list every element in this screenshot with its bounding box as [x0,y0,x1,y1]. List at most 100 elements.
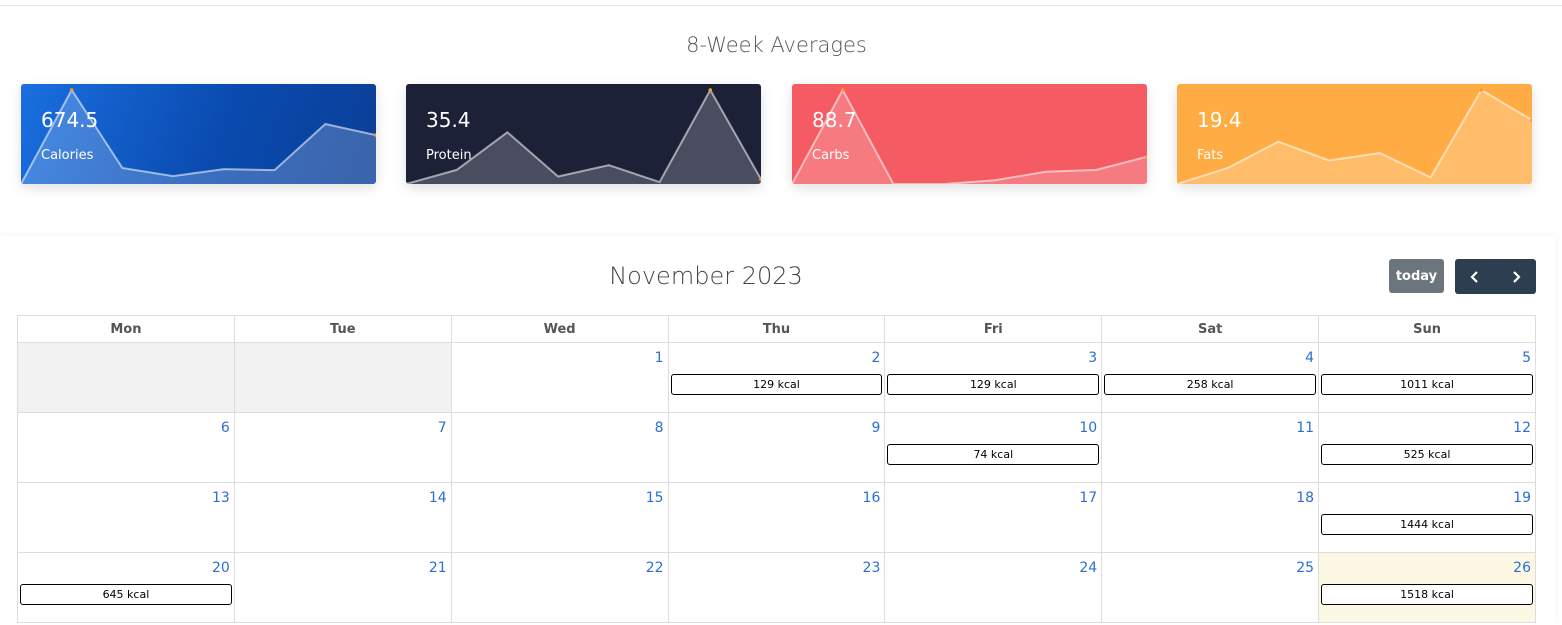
sparkline-point [21,182,23,184]
day-number[interactable]: 24 [1079,560,1098,576]
day-number[interactable]: 7 [437,420,447,436]
weekday-header: Wed [450,315,669,343]
day-cell[interactable]: 25 [1101,552,1320,623]
day-number[interactable]: 15 [645,490,664,506]
today-button[interactable]: today [1389,259,1444,293]
week-row: 13 14 15 16 17 18 19 1444 kcal [17,482,1536,553]
day-number[interactable]: 8 [654,420,664,436]
day-number[interactable]: 10 [1079,420,1098,436]
day-cell[interactable]: 15 [450,482,669,553]
day-number[interactable]: 26 [1513,560,1531,576]
day-number[interactable]: 4 [1305,350,1315,366]
day-cell[interactable]: 8 [450,412,669,483]
fats-sparkline [1177,88,1532,184]
next-month-button[interactable] [1496,259,1537,294]
day-cell[interactable]: 26 1518 kcal [1318,552,1536,623]
weekday-header: Mon [17,315,235,343]
weekday-header: Thu [667,315,886,343]
day-cell[interactable] [17,342,235,413]
day-number[interactable]: 3 [1088,350,1098,366]
calorie-event[interactable]: 1518 kcal [1321,584,1533,605]
day-cell[interactable]: 20 645 kcal [17,552,235,623]
day-cell[interactable]: 9 [667,412,886,483]
day-cell[interactable]: 4 258 kcal [1101,342,1320,413]
day-cell[interactable]: 2 129 kcal [667,342,886,413]
sparkline-line [1177,88,1532,184]
day-cell[interactable]: 17 [884,482,1103,553]
calorie-event[interactable]: 1444 kcal [1321,514,1533,535]
sparkline-line [792,87,1147,184]
day-number[interactable]: 2 [871,350,881,366]
day-number[interactable]: 23 [862,560,881,576]
day-number[interactable]: 16 [862,490,881,506]
day-cell[interactable]: 22 [450,552,669,623]
day-cell[interactable]: 10 74 kcal [884,412,1103,483]
day-number[interactable]: 12 [1513,420,1531,436]
day-cell[interactable]: 21 [233,552,452,623]
calorie-event[interactable]: 129 kcal [887,374,1100,395]
sparkline-point [1479,88,1484,92]
day-cell[interactable] [233,342,452,413]
day-cell[interactable]: 3 129 kcal [884,342,1103,413]
sparkline-point [374,133,376,137]
day-cell[interactable]: 6 [17,412,235,483]
fats-card: 19.4 Fats [1177,84,1532,184]
day-number[interactable]: 1 [654,350,664,366]
day-number[interactable] [18,343,234,367]
sparkline-point [69,88,74,92]
sparkline-point [406,182,408,184]
day-cell[interactable]: 1 [450,342,669,413]
prev-month-button[interactable] [1455,259,1496,294]
day-cell[interactable]: 14 [233,482,452,553]
chevron-right-icon [1512,270,1521,283]
weekday-header: Fri [884,315,1103,343]
month-grid: Mon Tue Wed Thu Fri Sat Sun 1 2 129 kcal 3 1… [17,315,1536,623]
sparkline-point [708,88,713,92]
day-number[interactable]: 18 [1296,490,1315,506]
day-cell[interactable]: 19 1444 kcal [1318,482,1536,553]
carbs-sparkline [792,87,1147,184]
day-cell[interactable]: 7 [233,412,452,483]
day-number[interactable]: 11 [1296,420,1315,436]
day-cell[interactable]: 24 [884,552,1103,623]
sparkline-point [1145,154,1147,159]
weekday-header: Sun [1318,315,1536,343]
day-cell[interactable]: 12 525 kcal [1318,412,1536,483]
calorie-event[interactable]: 645 kcal [20,584,232,605]
day-cell[interactable]: 11 [1101,412,1320,483]
calorie-event[interactable]: 74 kcal [887,444,1100,465]
day-cell[interactable]: 23 [667,552,886,623]
calorie-event[interactable]: 129 kcal [670,374,883,395]
sparkline-line [21,88,376,184]
day-cell[interactable]: 5 1011 kcal [1318,342,1536,413]
sparkline-line [406,87,761,184]
fats-value: 19.4 [1197,108,1242,132]
calorie-event[interactable]: 258 kcal [1104,374,1317,395]
day-cell[interactable]: 16 [667,482,886,553]
day-cell[interactable]: 18 [1101,482,1320,553]
week-row: 6 7 8 9 10 74 kcal 11 12 525 kcal [17,412,1536,483]
day-number[interactable]: 6 [220,420,230,436]
weekday-header: Tue [233,315,452,343]
carbs-label: Carbs [812,148,850,163]
calorie-event[interactable]: 1011 kcal [1321,374,1533,395]
day-number[interactable]: 5 [1522,350,1531,366]
day-number[interactable]: 19 [1513,490,1531,506]
protein-label: Protein [426,148,472,163]
day-cell[interactable]: 13 [17,482,235,553]
day-number[interactable]: 21 [428,560,447,576]
day-number[interactable]: 13 [212,490,230,506]
protein-sparkline [406,87,761,184]
protein-card: 35.4 Protein [406,84,761,184]
day-number[interactable] [235,343,451,367]
day-number[interactable]: 17 [1079,490,1098,506]
day-number[interactable]: 25 [1296,560,1315,576]
carbs-card: 88.7 Carbs [792,84,1147,184]
weekday-header: Sat [1101,315,1320,343]
day-number[interactable]: 20 [212,560,230,576]
day-number[interactable]: 9 [871,420,881,436]
day-number[interactable]: 14 [428,490,447,506]
sparkline-area [792,90,1147,184]
calorie-event[interactable]: 525 kcal [1321,444,1533,465]
day-number[interactable]: 22 [645,560,664,576]
